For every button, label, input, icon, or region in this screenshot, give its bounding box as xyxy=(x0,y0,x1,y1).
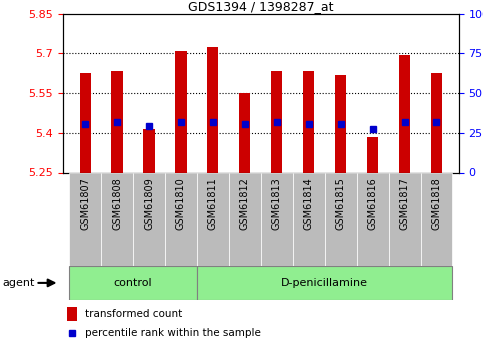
Bar xyxy=(431,73,442,172)
Text: GSM61813: GSM61813 xyxy=(272,177,282,230)
Text: control: control xyxy=(114,278,152,288)
Bar xyxy=(207,47,218,172)
Text: GSM61816: GSM61816 xyxy=(368,177,378,230)
Bar xyxy=(175,51,186,172)
Bar xyxy=(229,172,261,266)
Bar xyxy=(112,71,123,172)
Bar xyxy=(80,73,91,172)
Text: transformed count: transformed count xyxy=(85,309,182,319)
Title: GDS1394 / 1398287_at: GDS1394 / 1398287_at xyxy=(188,0,334,13)
Text: GSM61818: GSM61818 xyxy=(431,177,441,230)
Bar xyxy=(143,129,155,172)
Text: GSM61807: GSM61807 xyxy=(80,177,90,230)
Bar xyxy=(197,266,453,300)
Text: GSM61815: GSM61815 xyxy=(336,177,346,230)
Bar xyxy=(101,172,133,266)
Bar xyxy=(399,55,410,172)
Bar xyxy=(325,172,356,266)
Bar xyxy=(421,172,453,266)
Text: GSM61808: GSM61808 xyxy=(112,177,122,230)
Bar xyxy=(67,307,77,321)
Bar xyxy=(293,172,325,266)
Text: D-penicillamine: D-penicillamine xyxy=(281,278,368,288)
Bar xyxy=(303,71,314,172)
Text: GSM61810: GSM61810 xyxy=(176,177,186,230)
Bar xyxy=(335,75,346,172)
Bar xyxy=(261,172,293,266)
Bar xyxy=(367,137,378,172)
Bar xyxy=(69,172,101,266)
Bar xyxy=(271,71,283,172)
Bar xyxy=(389,172,421,266)
Bar xyxy=(356,172,389,266)
Text: agent: agent xyxy=(2,278,35,288)
Text: GSM61809: GSM61809 xyxy=(144,177,154,230)
Bar xyxy=(239,93,251,172)
Bar xyxy=(197,172,229,266)
Bar xyxy=(69,266,197,300)
Text: GSM61812: GSM61812 xyxy=(240,177,250,230)
Text: percentile rank within the sample: percentile rank within the sample xyxy=(85,328,260,338)
Text: GSM61817: GSM61817 xyxy=(399,177,410,230)
Bar xyxy=(133,172,165,266)
Bar xyxy=(165,172,197,266)
Text: GSM61814: GSM61814 xyxy=(304,177,314,230)
Text: GSM61811: GSM61811 xyxy=(208,177,218,230)
